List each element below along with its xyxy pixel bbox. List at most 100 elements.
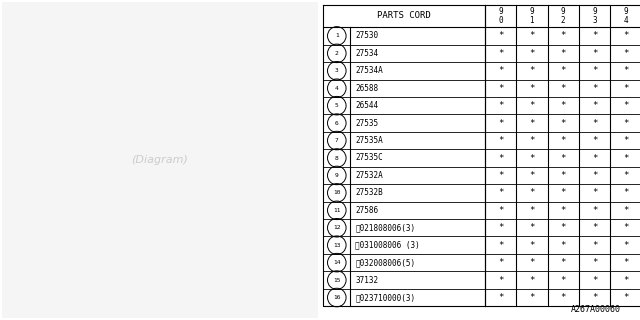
- Text: 9
2: 9 2: [561, 7, 566, 25]
- Text: 14: 14: [333, 260, 340, 265]
- Text: *: *: [592, 223, 597, 232]
- Text: 2: 2: [335, 51, 339, 56]
- Text: *: *: [592, 31, 597, 40]
- Text: *: *: [498, 154, 503, 163]
- Text: *: *: [561, 188, 566, 197]
- Text: *: *: [592, 101, 597, 110]
- Text: *: *: [498, 241, 503, 250]
- Text: *: *: [561, 154, 566, 163]
- Text: *: *: [592, 293, 597, 302]
- Text: *: *: [561, 206, 566, 215]
- Text: *: *: [529, 188, 534, 197]
- Text: *: *: [561, 223, 566, 232]
- Text: *: *: [623, 206, 628, 215]
- Text: *: *: [561, 66, 566, 75]
- Text: *: *: [623, 119, 628, 128]
- Text: 16: 16: [333, 295, 340, 300]
- Text: 13: 13: [333, 243, 340, 248]
- Text: *: *: [592, 258, 597, 267]
- Text: 5: 5: [335, 103, 339, 108]
- Text: *: *: [623, 171, 628, 180]
- Text: 3: 3: [335, 68, 339, 73]
- Text: *: *: [529, 119, 534, 128]
- Text: *: *: [498, 188, 503, 197]
- Text: 1: 1: [335, 33, 339, 38]
- Text: PARTS CORD: PARTS CORD: [377, 12, 431, 20]
- Text: *: *: [623, 276, 628, 284]
- Text: *: *: [592, 171, 597, 180]
- Text: *: *: [592, 241, 597, 250]
- Text: *: *: [529, 241, 534, 250]
- Text: *: *: [623, 49, 628, 58]
- Text: *: *: [529, 84, 534, 93]
- Text: *: *: [623, 136, 628, 145]
- Text: *: *: [498, 119, 503, 128]
- Text: 27534A: 27534A: [355, 66, 383, 75]
- Text: Ⓦ032008006(5): Ⓦ032008006(5): [355, 258, 415, 267]
- Text: *: *: [529, 101, 534, 110]
- Text: 12: 12: [333, 225, 340, 230]
- Text: *: *: [529, 206, 534, 215]
- Text: 4: 4: [335, 86, 339, 91]
- Text: *: *: [623, 31, 628, 40]
- Text: *: *: [561, 276, 566, 284]
- Text: *: *: [623, 223, 628, 232]
- Text: *: *: [561, 293, 566, 302]
- Text: *: *: [561, 136, 566, 145]
- Text: *: *: [592, 66, 597, 75]
- Text: *: *: [529, 276, 534, 284]
- Text: 9: 9: [335, 173, 339, 178]
- Text: *: *: [592, 276, 597, 284]
- Text: *: *: [498, 293, 503, 302]
- Text: *: *: [592, 188, 597, 197]
- Text: 9
1: 9 1: [529, 7, 534, 25]
- Text: 9
3: 9 3: [592, 7, 597, 25]
- Text: *: *: [498, 49, 503, 58]
- Text: 27534: 27534: [355, 49, 378, 58]
- Text: *: *: [529, 66, 534, 75]
- Text: 37132: 37132: [355, 276, 378, 284]
- Text: A267A00060: A267A00060: [571, 305, 621, 314]
- Text: *: *: [623, 241, 628, 250]
- FancyBboxPatch shape: [2, 2, 319, 318]
- Text: 15: 15: [333, 277, 340, 283]
- Text: *: *: [498, 136, 503, 145]
- Text: 7: 7: [335, 138, 339, 143]
- Text: *: *: [498, 171, 503, 180]
- Text: 8: 8: [335, 156, 339, 161]
- Text: *: *: [623, 66, 628, 75]
- Text: *: *: [498, 206, 503, 215]
- Text: *: *: [498, 84, 503, 93]
- Text: *: *: [623, 293, 628, 302]
- Text: *: *: [592, 119, 597, 128]
- Text: *: *: [529, 49, 534, 58]
- Text: *: *: [529, 293, 534, 302]
- Text: 27535: 27535: [355, 119, 378, 128]
- Text: Ⓦ031008006 (3): Ⓦ031008006 (3): [355, 241, 420, 250]
- Text: *: *: [592, 84, 597, 93]
- Text: *: *: [498, 276, 503, 284]
- Text: *: *: [561, 84, 566, 93]
- Text: *: *: [561, 101, 566, 110]
- Text: *: *: [561, 31, 566, 40]
- Text: ⓝ023710000(3): ⓝ023710000(3): [355, 293, 415, 302]
- Text: 27530: 27530: [355, 31, 378, 40]
- Text: (Diagram): (Diagram): [132, 155, 188, 165]
- Text: *: *: [623, 101, 628, 110]
- Text: 26588: 26588: [355, 84, 378, 93]
- Text: 27535A: 27535A: [355, 136, 383, 145]
- Text: *: *: [561, 258, 566, 267]
- Text: 27532B: 27532B: [355, 188, 383, 197]
- Text: 6: 6: [335, 121, 339, 126]
- Text: 27586: 27586: [355, 206, 378, 215]
- Text: 9
0: 9 0: [498, 7, 503, 25]
- Text: *: *: [592, 136, 597, 145]
- Text: *: *: [561, 171, 566, 180]
- Text: *: *: [592, 49, 597, 58]
- Text: *: *: [498, 223, 503, 232]
- Text: *: *: [529, 171, 534, 180]
- Text: *: *: [529, 31, 534, 40]
- Text: 9
4: 9 4: [623, 7, 628, 25]
- Text: *: *: [623, 154, 628, 163]
- Text: *: *: [529, 223, 534, 232]
